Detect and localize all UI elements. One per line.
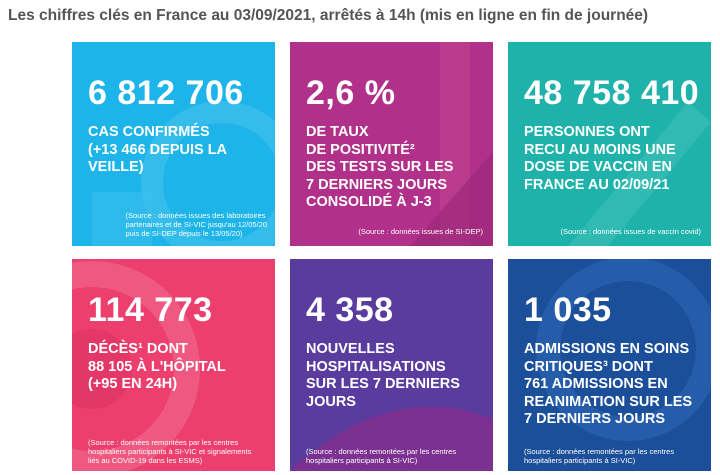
- decoration: [410, 42, 493, 246]
- description-line: RECU AU MOINS UNE: [524, 141, 676, 158]
- description-line: ADMISSIONS EN SOINS: [524, 341, 690, 357]
- description: DÉCÈS¹ DONT 88 105 À L'HÔPITAL (+95 EN 24H…: [88, 341, 226, 394]
- description-line: CONSOLIDÉ À J-3: [306, 194, 432, 210]
- description: ADMISSIONS EN SOINS CRITIQUES³ DONT 761 AD…: [524, 341, 692, 429]
- description-line: 7 DERNIERS JOURS: [306, 176, 448, 193]
- source-note: (Source : données remontées par les cent…: [88, 438, 251, 465]
- source-line: hospitaliers participants à SI-VIC): [306, 456, 418, 465]
- source-line: hospitaliers participants à SI-VIC): [524, 456, 636, 465]
- source-note: (Source : données remontées par les cent…: [524, 447, 674, 465]
- description-line: DÉCÈS¹ DONT: [88, 341, 188, 357]
- source-note: (Source : données issues de SI-DEP): [358, 227, 483, 236]
- source-line: puis de SI-DEP depuis le 13/05/20): [125, 229, 243, 238]
- key-figure: 1 035: [524, 291, 612, 329]
- decoration: [568, 102, 711, 246]
- description-line: PERSONNES ONT: [524, 124, 650, 140]
- tile: 1 035 ADMISSIONS EN SOINS CRITIQUES³ DONT 7…: [508, 259, 711, 471]
- source-line: hospitaliers participants à SI-VIC et si…: [88, 447, 252, 456]
- decoration: [536, 259, 711, 441]
- description-line: 761 ADMISSIONS EN: [524, 376, 668, 392]
- description-line: DES TESTS SUR LES: [306, 159, 454, 175]
- key-figure: 114 773: [88, 291, 213, 329]
- description: CAS CONFIRMÉS (+13 466 DEPUIS LA VEILLE): [88, 124, 227, 177]
- source-line: (Source : données remontées par les cent…: [524, 447, 675, 456]
- description-line: 88 105 À L'HÔPITAL: [88, 358, 226, 375]
- decoration: [72, 261, 200, 471]
- tile: 114 773 DÉCÈS¹ DONT 88 105 À L'HÔPITAL (+95…: [72, 259, 275, 471]
- key-figure: 6 812 706: [88, 74, 244, 112]
- source-note: (Source : données remontées par les cent…: [306, 447, 456, 465]
- page-title: Les chiffres clés en France au 03/09/202…: [8, 7, 649, 24]
- source-line: (Source : données remontées par les cent…: [88, 438, 239, 447]
- decoration: [290, 406, 493, 471]
- tile: 4 358 NOUVELLES HOSPITALISATIONS SUR LES 7 …: [290, 259, 493, 471]
- description-line: (+95 EN 24H): [88, 376, 178, 392]
- description-line: (+13 466 DEPUIS LA: [88, 141, 228, 158]
- source-line: (Source : données remontées par les cent…: [306, 447, 457, 456]
- description-line: CRITIQUES³ DONT: [524, 358, 653, 375]
- description-line: FRANCE AU 02/09/21: [524, 176, 670, 193]
- source-line: liés au COVID-19 dans les ESMS): [88, 456, 203, 465]
- source-line: (Source : données issues de SI-DEP): [358, 227, 483, 236]
- description-line: HOSPITALISATIONS: [306, 358, 446, 375]
- description-line: NOUVELLES: [306, 341, 395, 357]
- description-line: REANIMATION SUR LES: [524, 393, 693, 410]
- description-line: CAS CONFIRMÉS: [88, 124, 210, 140]
- tile: 2,6 % DE TAUX DE POSITIVITÉ² DES TESTS SUR …: [290, 42, 493, 246]
- description-line: JOURS: [306, 393, 356, 410]
- source-line: partenaires et de SI-VIC jusqu'au 12/05/…: [125, 220, 267, 229]
- description-line: DE POSITIVITÉ²: [306, 141, 415, 158]
- key-figure: 4 358: [306, 291, 394, 329]
- tile: 6 812 706 CAS CONFIRMÉS (+13 466 DEPUIS LA…: [72, 42, 275, 246]
- key-figure: 2,6 %: [306, 74, 396, 112]
- description-line: DE TAUX: [306, 124, 369, 140]
- source-note: (Source : données issues des laboratoire…: [125, 211, 267, 238]
- source-note: (Source : données issues de vaccin covid…: [561, 227, 702, 236]
- source-line: (Source : données issues de vaccin covid…: [560, 227, 702, 236]
- description: PERSONNES ONT RECU AU MOINS UNE DOSE DE VA…: [524, 124, 676, 194]
- description: DE TAUX DE POSITIVITÉ² DES TESTS SUR LES 7 …: [306, 124, 453, 212]
- description-line: VEILLE): [88, 159, 144, 175]
- tile: 48 758 410 PERSONNES ONT RECU AU MOINS UNE…: [508, 42, 711, 246]
- decoration: [92, 101, 275, 246]
- description-line: 7 DERNIERS JOURS: [524, 411, 666, 427]
- key-figure: 48 758 410: [524, 74, 700, 112]
- source-line: (Source : données issues des laboratoire…: [125, 211, 266, 220]
- description: NOUVELLES HOSPITALISATIONS SUR LES 7 DERNI…: [306, 341, 460, 411]
- description-line: SUR LES 7 DERNIERS: [306, 376, 460, 392]
- description-line: DOSE DE VACCIN EN: [524, 159, 672, 175]
